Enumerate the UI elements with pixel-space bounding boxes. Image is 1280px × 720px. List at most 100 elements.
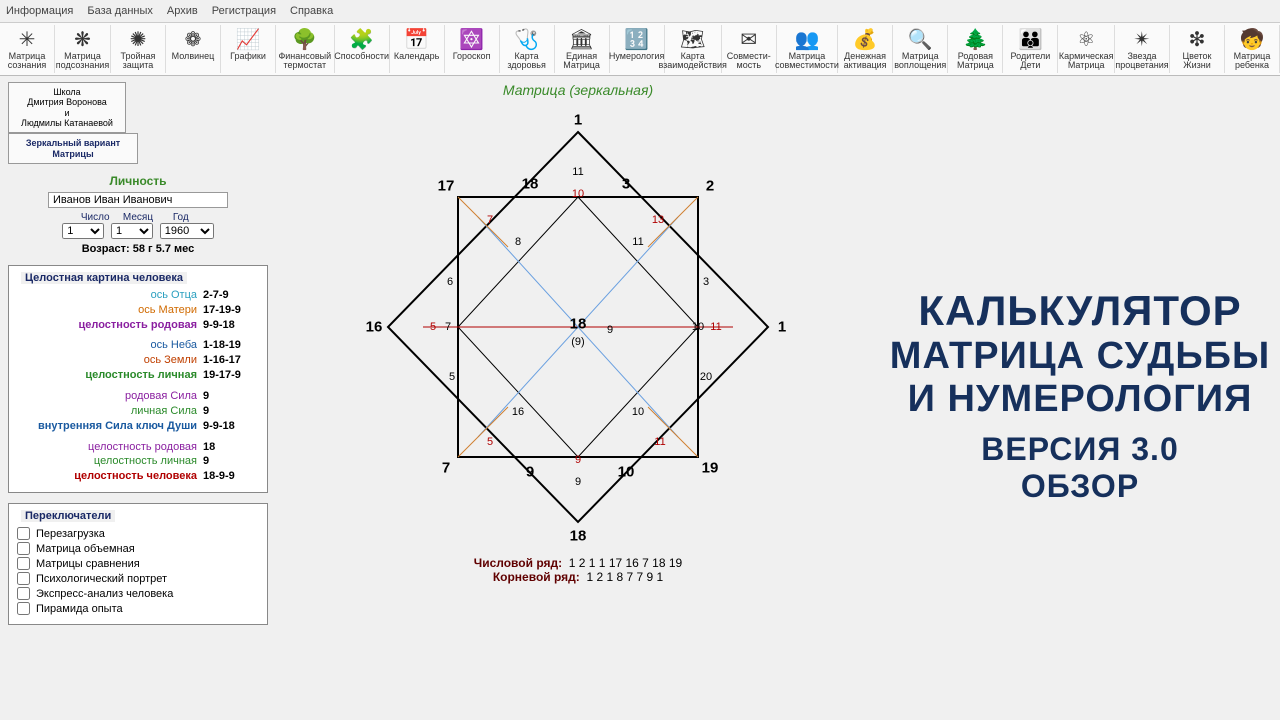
- diagram-value: 8: [515, 236, 521, 248]
- toolbar-label: Родовая Матрица: [952, 52, 998, 71]
- kartina-row: целостность личная19-17-9: [17, 368, 259, 383]
- day-select[interactable]: 1: [62, 223, 104, 239]
- toolbar-btn-18[interactable]: 👪Родители Дети: [1003, 25, 1058, 73]
- toolbar-label: Матрица ребенка: [1229, 52, 1275, 71]
- toolbar-btn-11[interactable]: 🔢Нумерология: [610, 25, 665, 73]
- name-input[interactable]: [48, 192, 228, 208]
- toolbar-btn-6[interactable]: 🧩Способности: [335, 25, 390, 73]
- toolbar-btn-13[interactable]: ✉Совмести-мость: [722, 25, 777, 73]
- toolbar-btn-4[interactable]: 📈Графики: [221, 25, 276, 73]
- toolbar-btn-10[interactable]: 🏛Единая Матрица: [555, 25, 610, 73]
- kartina-row: ось Матери17-19-9: [17, 303, 259, 318]
- diagram-value: 7: [487, 214, 493, 226]
- toolbar-icon: 🩺: [514, 28, 539, 52]
- switch-label: Экспресс-анализ человека: [36, 588, 173, 600]
- kartina-row: целостность родовая9-9-18: [17, 318, 259, 333]
- kartina-row: целостность родовая18: [17, 440, 259, 455]
- switch-1[interactable]: Матрица объемная: [17, 541, 259, 556]
- switch-4[interactable]: Экспресс-анализ человека: [17, 586, 259, 601]
- toolbar-btn-21[interactable]: ❇Цветок Жизни: [1170, 25, 1225, 73]
- toolbar-icon: ❇: [1189, 28, 1206, 52]
- toolbar-label: Совмести-мость: [726, 52, 772, 71]
- switch-checkbox[interactable]: [17, 542, 30, 555]
- switch-checkbox[interactable]: [17, 572, 30, 585]
- toolbar-btn-0[interactable]: ✳Матрица сознания: [0, 25, 55, 73]
- promo-overlay: КАЛЬКУЛЯТОР МАТРИЦА СУДЬБЫ И НУМЕРОЛОГИЯ…: [880, 76, 1280, 716]
- toolbar-label: Матрица воплощения: [894, 52, 946, 71]
- toolbar-label: Нумерология: [609, 52, 664, 61]
- month-select[interactable]: 1: [111, 223, 153, 239]
- switch-checkbox[interactable]: [17, 557, 30, 570]
- diagram-value: (9): [571, 336, 584, 348]
- label-year: Год: [161, 212, 201, 223]
- toolbar-label: Матрица подсознания: [56, 52, 109, 71]
- diagram-value: 3: [703, 276, 709, 288]
- toolbar-btn-2[interactable]: ✺Тройная защита: [111, 25, 166, 73]
- matrix-title: Матрица (зеркальная): [276, 82, 880, 98]
- toolbar-btn-14[interactable]: 👥Матрица совместимости: [777, 25, 838, 73]
- switch-5[interactable]: Пирамида опыта: [17, 601, 259, 616]
- kartina-title: Целостная картина человека: [21, 272, 187, 284]
- toolbar-label: Финансовый термостат: [278, 52, 331, 71]
- diagram-value: 11: [572, 166, 583, 178]
- mirror-variant-box[interactable]: Зеркальный вариант Матрицы: [8, 133, 138, 164]
- toolbar-label: Способности: [334, 52, 389, 61]
- toolbar-icon: 🧩: [349, 28, 374, 52]
- toolbar-icon: 🗺: [680, 28, 705, 52]
- kartina-panel: Целостная картина человека ось Отца2-7-9…: [8, 265, 268, 493]
- toolbar-btn-8[interactable]: 🔯Гороскоп: [445, 25, 500, 73]
- toolbar-btn-22[interactable]: 🧒Матрица ребенка: [1225, 25, 1280, 73]
- menu-info[interactable]: Информация: [6, 5, 73, 17]
- diagram-value: 11: [654, 436, 665, 448]
- toolbar-icon: 🧒: [1240, 28, 1265, 52]
- switch-checkbox[interactable]: [17, 587, 30, 600]
- diagram-value: 5: [430, 321, 436, 333]
- switch-label: Матрицы сравнения: [36, 558, 140, 570]
- toolbar-btn-17[interactable]: 🌲Родовая Матрица: [948, 25, 1003, 73]
- toolbar-btn-5[interactable]: 🌳Финансовый термостат: [276, 25, 335, 73]
- switch-2[interactable]: Матрицы сравнения: [17, 556, 259, 571]
- diagram-value: 5: [449, 371, 455, 383]
- toolbar-btn-1[interactable]: ❋Матрица подсознания: [55, 25, 111, 73]
- toolbar-label: Родители Дети: [1007, 52, 1053, 71]
- toolbar-btn-16[interactable]: 🔍Матрица воплощения: [893, 25, 948, 73]
- age-value: 58 г 5.7 мес: [133, 243, 195, 255]
- menu-register[interactable]: Регистрация: [212, 5, 276, 17]
- vertex-br: 19: [702, 459, 719, 476]
- toolbar-icon: 📅: [404, 28, 429, 52]
- toolbar-btn-7[interactable]: 📅Календарь: [390, 25, 445, 73]
- diagram-value: 10: [632, 406, 644, 418]
- diagram-value: 16: [512, 406, 524, 418]
- toolbar-icon: 🔍: [908, 28, 933, 52]
- toolbar-icon: ✳: [19, 28, 36, 52]
- menu-help[interactable]: Справка: [290, 5, 333, 17]
- switch-0[interactable]: Перезагрузка: [17, 526, 259, 541]
- diagram-value: 11: [632, 236, 643, 248]
- vertex-bl: 7: [442, 459, 450, 476]
- diagram-value: 7: [445, 321, 451, 333]
- toolbar-btn-20[interactable]: ✴Звезда процветания: [1115, 25, 1170, 73]
- switch-checkbox[interactable]: [17, 527, 30, 540]
- toolbar-btn-9[interactable]: 🩺Карта здоровья: [500, 25, 555, 73]
- age-label: Возраст:: [82, 243, 130, 255]
- toolbar-btn-15[interactable]: 💰Денежная активация: [838, 25, 893, 73]
- toolbar-btn-19[interactable]: ⚛Кармическая Матрица: [1058, 25, 1115, 73]
- menu-db[interactable]: База данных: [87, 5, 153, 17]
- toolbar-icon: 👥: [794, 28, 819, 52]
- toolbar-icon: 👪: [1018, 28, 1043, 52]
- toolbar-label: Графики: [230, 52, 266, 61]
- toolbar-btn-3[interactable]: ❁Молвинец: [166, 25, 221, 73]
- diagram-value: 18: [522, 175, 539, 192]
- year-select[interactable]: 1960: [160, 223, 214, 239]
- vertex-bottom: 18: [570, 527, 587, 544]
- toolbar-icon: 🔯: [459, 28, 484, 52]
- switch-checkbox[interactable]: [17, 602, 30, 615]
- menu-archive[interactable]: Архив: [167, 5, 198, 17]
- toolbar-btn-12[interactable]: 🗺Карта взаимодействия: [665, 25, 722, 73]
- diagram-value: 11: [710, 321, 721, 333]
- kartina-row: родовая Сила9: [17, 389, 259, 404]
- switch-3[interactable]: Психологический портрет: [17, 571, 259, 586]
- kartina-row: ось Земли1-16-17: [17, 353, 259, 368]
- vertex-top: 1: [574, 111, 582, 128]
- toolbar-icon: 📈: [236, 28, 261, 52]
